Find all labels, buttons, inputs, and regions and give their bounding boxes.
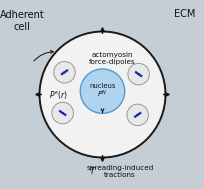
Circle shape	[126, 104, 148, 126]
Text: $P^{\kappa}(r)$: $P^{\kappa}(r)$	[49, 89, 68, 101]
Bar	[60, 71, 65, 76]
Bar	[58, 110, 64, 114]
Text: Adherent
cell: Adherent cell	[0, 10, 44, 32]
Bar	[133, 114, 138, 118]
Bar	[61, 112, 67, 116]
Bar	[137, 73, 142, 77]
Circle shape	[80, 69, 124, 113]
Text: $T$: $T$	[88, 165, 95, 176]
Text: ECM: ECM	[173, 9, 195, 19]
Bar	[134, 71, 139, 75]
Bar	[63, 69, 68, 74]
Text: spreading-induced
tractions: spreading-induced tractions	[86, 165, 153, 178]
Circle shape	[127, 63, 149, 85]
Text: actomyosin
force-dipoles: actomyosin force-dipoles	[89, 52, 135, 65]
Circle shape	[39, 32, 165, 157]
Circle shape	[52, 102, 73, 124]
Bar	[136, 112, 141, 116]
Text: $P^N$: $P^N$	[97, 89, 107, 100]
Circle shape	[53, 62, 75, 83]
Text: nucleus: nucleus	[89, 83, 115, 89]
